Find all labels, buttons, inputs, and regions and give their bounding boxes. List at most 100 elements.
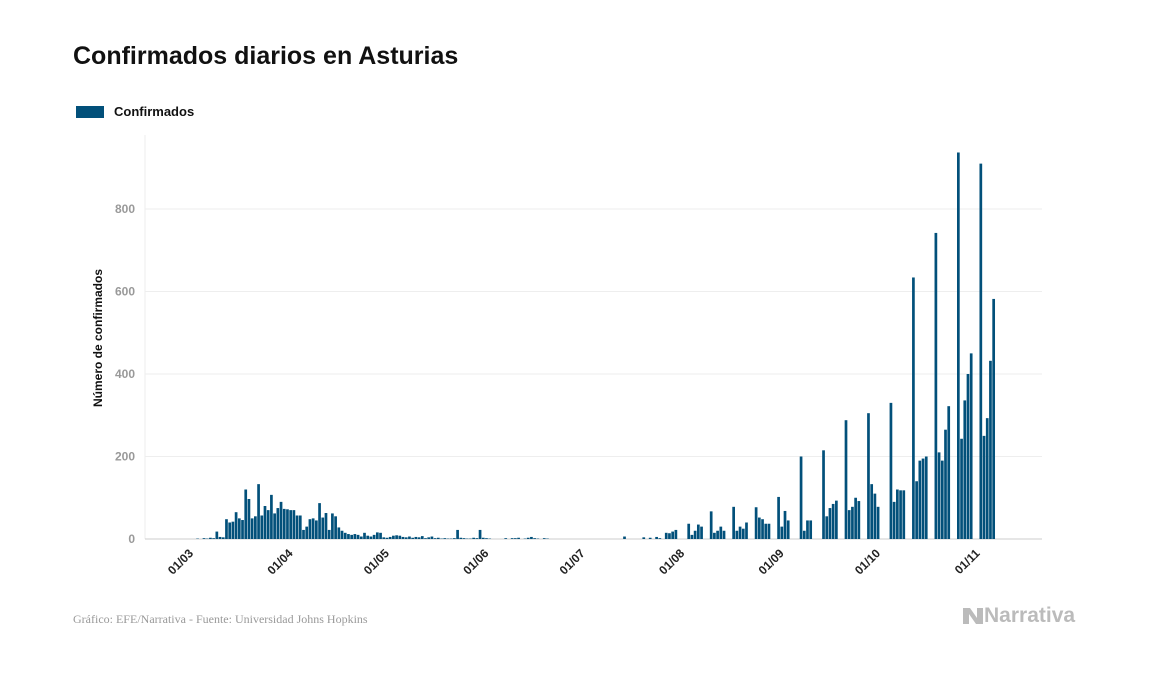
- x-tick-label: 01/05: [361, 546, 392, 577]
- bar: [912, 277, 915, 539]
- bar: [510, 538, 514, 539]
- bar: [234, 512, 238, 539]
- bar: [315, 520, 318, 539]
- bar: [347, 534, 350, 539]
- bar: [225, 519, 228, 539]
- bar: [282, 508, 286, 539]
- bar: [215, 531, 219, 539]
- bar: [453, 538, 456, 539]
- bar: [761, 519, 764, 539]
- bar: [350, 534, 354, 539]
- bar: [719, 526, 723, 539]
- bar: [514, 538, 517, 539]
- bar: [745, 522, 748, 539]
- bar: [247, 498, 251, 539]
- narrativa-logo: Narrativa: [962, 604, 1075, 628]
- bar: [713, 532, 716, 539]
- bar: [648, 537, 652, 539]
- bar: [896, 489, 899, 539]
- bar: [308, 519, 312, 539]
- bar: [408, 536, 411, 539]
- x-tick-label: 01/04: [264, 546, 295, 577]
- bar: [340, 530, 344, 539]
- bar: [828, 508, 832, 539]
- bar: [934, 232, 938, 540]
- bar: [209, 537, 212, 539]
- bar: [212, 538, 215, 539]
- bar: [924, 456, 928, 539]
- bar: [870, 484, 874, 539]
- bar: [944, 429, 947, 539]
- x-tick-label: 01/10: [852, 546, 883, 577]
- bar: [337, 527, 341, 539]
- bar: [786, 520, 790, 539]
- bar: [475, 538, 479, 539]
- bar: [940, 460, 944, 539]
- bar: [526, 537, 530, 539]
- bar: [231, 521, 235, 539]
- bar: [802, 530, 806, 539]
- bar: [436, 537, 440, 539]
- bar: [757, 517, 761, 539]
- bar: [359, 536, 363, 539]
- bar: [722, 530, 726, 539]
- y-tick-label: 200: [115, 450, 135, 464]
- bar: [735, 530, 739, 539]
- bar: [960, 438, 963, 539]
- bar: [273, 513, 276, 539]
- bar: [485, 538, 488, 539]
- bar: [899, 490, 902, 539]
- bar: [937, 452, 941, 539]
- bar: [254, 516, 257, 539]
- bar: [809, 520, 813, 539]
- bar: [825, 516, 829, 539]
- bar: [321, 517, 325, 539]
- bar: [295, 515, 299, 539]
- bar: [902, 490, 906, 539]
- legend-label: Confirmados: [114, 104, 195, 119]
- bar: [533, 538, 536, 539]
- bar: [835, 500, 838, 539]
- bar: [854, 497, 857, 539]
- bar: [687, 523, 691, 539]
- bar: [530, 536, 533, 539]
- y-tick-label: 400: [115, 367, 135, 381]
- bar: [517, 537, 520, 539]
- bar: [382, 537, 386, 539]
- bar: [642, 537, 646, 539]
- bar: [671, 531, 675, 539]
- y-axis-label: Número de confirmados: [91, 269, 105, 407]
- bar: [327, 529, 331, 539]
- bar: [298, 515, 302, 539]
- bar: [542, 538, 546, 539]
- bar: [401, 536, 405, 539]
- bar: [738, 526, 742, 539]
- bar: [202, 538, 206, 539]
- bar: [969, 353, 973, 539]
- bar: [504, 538, 508, 539]
- x-tick-label: 01/09: [756, 546, 787, 577]
- bar: [668, 533, 671, 539]
- bar: [375, 532, 379, 539]
- narrativa-logo-icon: [963, 608, 983, 624]
- bar: [732, 506, 735, 539]
- bar: [481, 537, 485, 539]
- bar: [777, 496, 780, 539]
- bar: [334, 516, 337, 539]
- bar: [982, 435, 986, 539]
- bar: [658, 538, 662, 539]
- bar: [414, 536, 418, 539]
- x-tick-label: 01/06: [460, 546, 491, 577]
- bar: [430, 536, 434, 539]
- bar: [292, 510, 296, 539]
- bar: [764, 523, 768, 539]
- bar: [417, 537, 421, 539]
- bar: [857, 501, 861, 539]
- bar: [379, 532, 382, 539]
- bar: [989, 360, 992, 539]
- bar: [260, 515, 264, 539]
- chart-title: Confirmados diarios en Asturias: [73, 42, 459, 70]
- y-tick-label: 600: [115, 285, 135, 299]
- bar: [356, 534, 360, 539]
- bar: [286, 509, 289, 539]
